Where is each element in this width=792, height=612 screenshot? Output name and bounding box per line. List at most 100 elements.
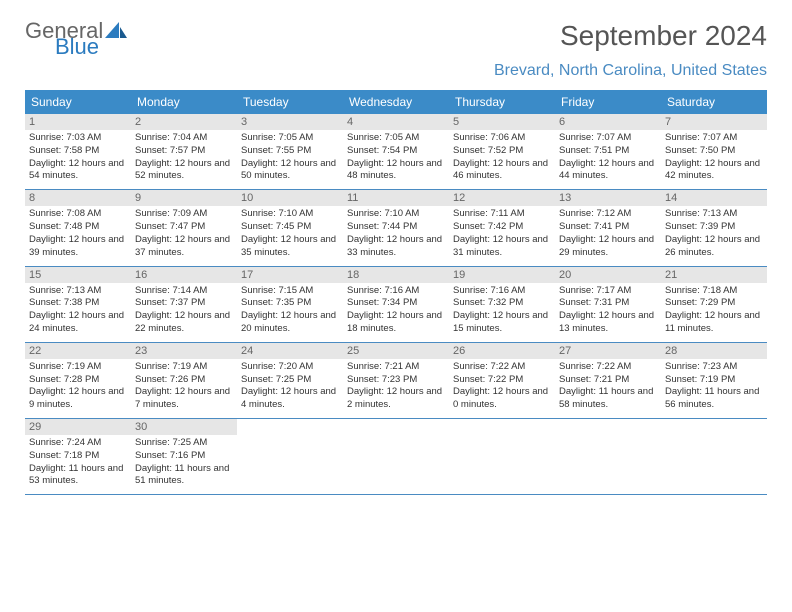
calendar-day-cell: 10Sunrise: 7:10 AMSunset: 7:45 PMDayligh… xyxy=(237,190,343,265)
calendar-day-cell: 29 Sunrise: 7:24 AMSunset: 7:18 PMDayligh… xyxy=(25,419,131,494)
day-number: 20 xyxy=(555,267,661,283)
day-details: Sunrise: 7:06 AMSunset: 7:52 PMDaylight:… xyxy=(453,132,551,183)
day-number: 5 xyxy=(449,114,555,130)
day-number: 29 xyxy=(25,419,131,435)
day-number: 8 xyxy=(25,190,131,206)
day-details: Sunrise: 7:16 AMSunset: 7:32 PMDaylight:… xyxy=(453,285,551,336)
weekday-header: Saturday xyxy=(661,90,767,114)
day-number: 4 xyxy=(343,114,449,130)
day-number: 16 xyxy=(131,267,237,283)
day-number: 24 xyxy=(237,343,343,359)
day-number: 14 xyxy=(661,190,767,206)
weekday-header: Monday xyxy=(131,90,237,114)
calendar-row: 8 Sunrise: 7:08 AMSunset: 7:48 PMDaylight… xyxy=(25,190,767,266)
day-number: 6 xyxy=(555,114,661,130)
day-details: Sunrise: 7:11 AMSunset: 7:42 PMDaylight:… xyxy=(453,208,551,259)
calendar-empty-cell xyxy=(449,419,555,494)
calendar-day-cell: 19Sunrise: 7:16 AMSunset: 7:32 PMDayligh… xyxy=(449,267,555,342)
calendar-day-cell: 28 Sunrise: 7:23 AMSunset: 7:19 PMDayligh… xyxy=(661,343,767,418)
day-details: Sunrise: 7:24 AMSunset: 7:18 PMDaylight:… xyxy=(29,437,127,488)
calendar-empty-cell xyxy=(661,419,767,494)
page-title: September 2024 xyxy=(560,20,767,52)
title-block: September 2024 xyxy=(560,20,767,52)
calendar-header-row: SundayMondayTuesdayWednesdayThursdayFrid… xyxy=(25,90,767,114)
calendar-day-cell: 14 Sunrise: 7:13 AMSunset: 7:39 PMDayligh… xyxy=(661,190,767,265)
location-subtitle: Brevard, North Carolina, United States xyxy=(25,62,767,80)
day-number: 15 xyxy=(25,267,131,283)
day-number: 9 xyxy=(131,190,237,206)
calendar-day-cell: 9Sunrise: 7:09 AMSunset: 7:47 PMDaylight… xyxy=(131,190,237,265)
day-number: 21 xyxy=(661,267,767,283)
day-details: Sunrise: 7:05 AMSunset: 7:55 PMDaylight:… xyxy=(241,132,339,183)
day-number: 2 xyxy=(131,114,237,130)
calendar-day-cell: 27Sunrise: 7:22 AMSunset: 7:21 PMDayligh… xyxy=(555,343,661,418)
calendar-day-cell: 5 Sunrise: 7:06 AMSunset: 7:52 PMDaylight… xyxy=(449,114,555,189)
day-details: Sunrise: 7:20 AMSunset: 7:25 PMDaylight:… xyxy=(241,361,339,412)
day-details: Sunrise: 7:07 AMSunset: 7:51 PMDaylight:… xyxy=(559,132,657,183)
weekday-header: Wednesday xyxy=(343,90,449,114)
calendar-day-cell: 11 Sunrise: 7:10 AMSunset: 7:44 PMDayligh… xyxy=(343,190,449,265)
day-number: 25 xyxy=(343,343,449,359)
calendar-day-cell: 8 Sunrise: 7:08 AMSunset: 7:48 PMDaylight… xyxy=(25,190,131,265)
day-number: 23 xyxy=(131,343,237,359)
calendar-day-cell: 25 Sunrise: 7:21 AMSunset: 7:23 PMDayligh… xyxy=(343,343,449,418)
calendar-day-cell: 1 Sunrise: 7:03 AMSunset: 7:58 PMDaylight… xyxy=(25,114,131,189)
calendar-body: 1 Sunrise: 7:03 AMSunset: 7:58 PMDaylight… xyxy=(25,114,767,495)
calendar-day-cell: 2 Sunrise: 7:04 AMSunset: 7:57 PMDaylight… xyxy=(131,114,237,189)
header-row: General Blue September 2024 xyxy=(25,20,767,58)
calendar-empty-cell xyxy=(555,419,661,494)
weekday-header: Thursday xyxy=(449,90,555,114)
calendar-row: 15 Sunrise: 7:13 AMSunset: 7:38 PMDayligh… xyxy=(25,267,767,343)
day-details: Sunrise: 7:13 AMSunset: 7:39 PMDaylight:… xyxy=(665,208,763,259)
day-number: 13 xyxy=(555,190,661,206)
weekday-header: Friday xyxy=(555,90,661,114)
day-details: Sunrise: 7:10 AMSunset: 7:44 PMDaylight:… xyxy=(347,208,445,259)
day-number: 28 xyxy=(661,343,767,359)
day-details: Sunrise: 7:19 AMSunset: 7:28 PMDaylight:… xyxy=(29,361,127,412)
calendar-day-cell: 16 Sunrise: 7:14 AMSunset: 7:37 PMDayligh… xyxy=(131,267,237,342)
day-details: Sunrise: 7:21 AMSunset: 7:23 PMDaylight:… xyxy=(347,361,445,412)
calendar-day-cell: 4 Sunrise: 7:05 AMSunset: 7:54 PMDaylight… xyxy=(343,114,449,189)
day-number: 10 xyxy=(237,190,343,206)
calendar-day-cell: 22 Sunrise: 7:19 AMSunset: 7:28 PMDayligh… xyxy=(25,343,131,418)
day-number: 11 xyxy=(343,190,449,206)
day-details: Sunrise: 7:22 AMSunset: 7:22 PMDaylight:… xyxy=(453,361,551,412)
calendar-page: General Blue September 2024 Brevard, Nor… xyxy=(0,0,792,515)
day-details: Sunrise: 7:16 AMSunset: 7:34 PMDaylight:… xyxy=(347,285,445,336)
day-number: 12 xyxy=(449,190,555,206)
calendar-day-cell: 30Sunrise: 7:25 AMSunset: 7:16 PMDayligh… xyxy=(131,419,237,494)
calendar-day-cell: 21Sunrise: 7:18 AMSunset: 7:29 PMDayligh… xyxy=(661,267,767,342)
day-details: Sunrise: 7:19 AMSunset: 7:26 PMDaylight:… xyxy=(135,361,233,412)
calendar: SundayMondayTuesdayWednesdayThursdayFrid… xyxy=(25,90,767,495)
calendar-day-cell: 23 Sunrise: 7:19 AMSunset: 7:26 PMDayligh… xyxy=(131,343,237,418)
logo-stack: General Blue xyxy=(25,20,127,58)
day-details: Sunrise: 7:08 AMSunset: 7:48 PMDaylight:… xyxy=(29,208,127,259)
calendar-day-cell: 24 Sunrise: 7:20 AMSunset: 7:25 PMDayligh… xyxy=(237,343,343,418)
calendar-day-cell: 7 Sunrise: 7:07 AMSunset: 7:50 PMDaylight… xyxy=(661,114,767,189)
calendar-day-cell: 20 Sunrise: 7:17 AMSunset: 7:31 PMDayligh… xyxy=(555,267,661,342)
logo: General Blue xyxy=(25,20,127,58)
calendar-day-cell: 17Sunrise: 7:15 AMSunset: 7:35 PMDayligh… xyxy=(237,267,343,342)
day-number: 27 xyxy=(555,343,661,359)
calendar-day-cell: 3 Sunrise: 7:05 AMSunset: 7:55 PMDaylight… xyxy=(237,114,343,189)
day-details: Sunrise: 7:14 AMSunset: 7:37 PMDaylight:… xyxy=(135,285,233,336)
calendar-day-cell: 18Sunrise: 7:16 AMSunset: 7:34 PMDayligh… xyxy=(343,267,449,342)
day-number: 22 xyxy=(25,343,131,359)
day-number: 30 xyxy=(131,419,237,435)
day-details: Sunrise: 7:23 AMSunset: 7:19 PMDaylight:… xyxy=(665,361,763,412)
day-number: 3 xyxy=(237,114,343,130)
day-details: Sunrise: 7:04 AMSunset: 7:57 PMDaylight:… xyxy=(135,132,233,183)
calendar-day-cell: 15 Sunrise: 7:13 AMSunset: 7:38 PMDayligh… xyxy=(25,267,131,342)
day-details: Sunrise: 7:07 AMSunset: 7:50 PMDaylight:… xyxy=(665,132,763,183)
calendar-row: 1 Sunrise: 7:03 AMSunset: 7:58 PMDaylight… xyxy=(25,114,767,190)
day-details: Sunrise: 7:13 AMSunset: 7:38 PMDaylight:… xyxy=(29,285,127,336)
day-details: Sunrise: 7:03 AMSunset: 7:58 PMDaylight:… xyxy=(29,132,127,183)
calendar-day-cell: 6 Sunrise: 7:07 AMSunset: 7:51 PMDaylight… xyxy=(555,114,661,189)
day-details: Sunrise: 7:05 AMSunset: 7:54 PMDaylight:… xyxy=(347,132,445,183)
weekday-header: Tuesday xyxy=(237,90,343,114)
calendar-day-cell: 26Sunrise: 7:22 AMSunset: 7:22 PMDayligh… xyxy=(449,343,555,418)
day-number: 7 xyxy=(661,114,767,130)
day-number: 1 xyxy=(25,114,131,130)
day-details: Sunrise: 7:17 AMSunset: 7:31 PMDaylight:… xyxy=(559,285,657,336)
weekday-header: Sunday xyxy=(25,90,131,114)
